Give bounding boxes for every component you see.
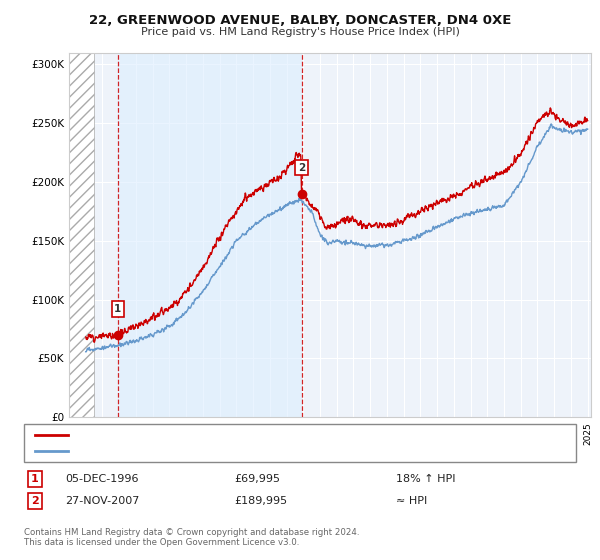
Text: 2: 2	[298, 163, 305, 173]
Text: 2: 2	[31, 496, 38, 506]
Text: Contains HM Land Registry data © Crown copyright and database right 2024.
This d: Contains HM Land Registry data © Crown c…	[24, 528, 359, 547]
Text: 05-DEC-1996: 05-DEC-1996	[65, 474, 139, 484]
Text: 18% ↑ HPI: 18% ↑ HPI	[396, 474, 455, 484]
Text: £189,995: £189,995	[234, 496, 287, 506]
Text: HPI: Average price, detached house, Doncaster: HPI: Average price, detached house, Donc…	[75, 446, 306, 456]
Text: 22, GREENWOOD AVENUE, BALBY, DONCASTER, DN4 0XE: 22, GREENWOOD AVENUE, BALBY, DONCASTER, …	[89, 14, 511, 27]
Text: £69,995: £69,995	[234, 474, 280, 484]
Text: 27-NOV-2007: 27-NOV-2007	[65, 496, 139, 506]
Bar	[118, 53, 302, 417]
Text: ≈ HPI: ≈ HPI	[396, 496, 427, 506]
Text: 22, GREENWOOD AVENUE, BALBY, DONCASTER, DN4 0XE (detached house): 22, GREENWOOD AVENUE, BALBY, DONCASTER, …	[75, 430, 446, 440]
Text: Price paid vs. HM Land Registry's House Price Index (HPI): Price paid vs. HM Land Registry's House …	[140, 27, 460, 37]
Text: 1: 1	[114, 304, 121, 314]
Bar	[69, 53, 94, 417]
Text: 1: 1	[31, 474, 38, 484]
